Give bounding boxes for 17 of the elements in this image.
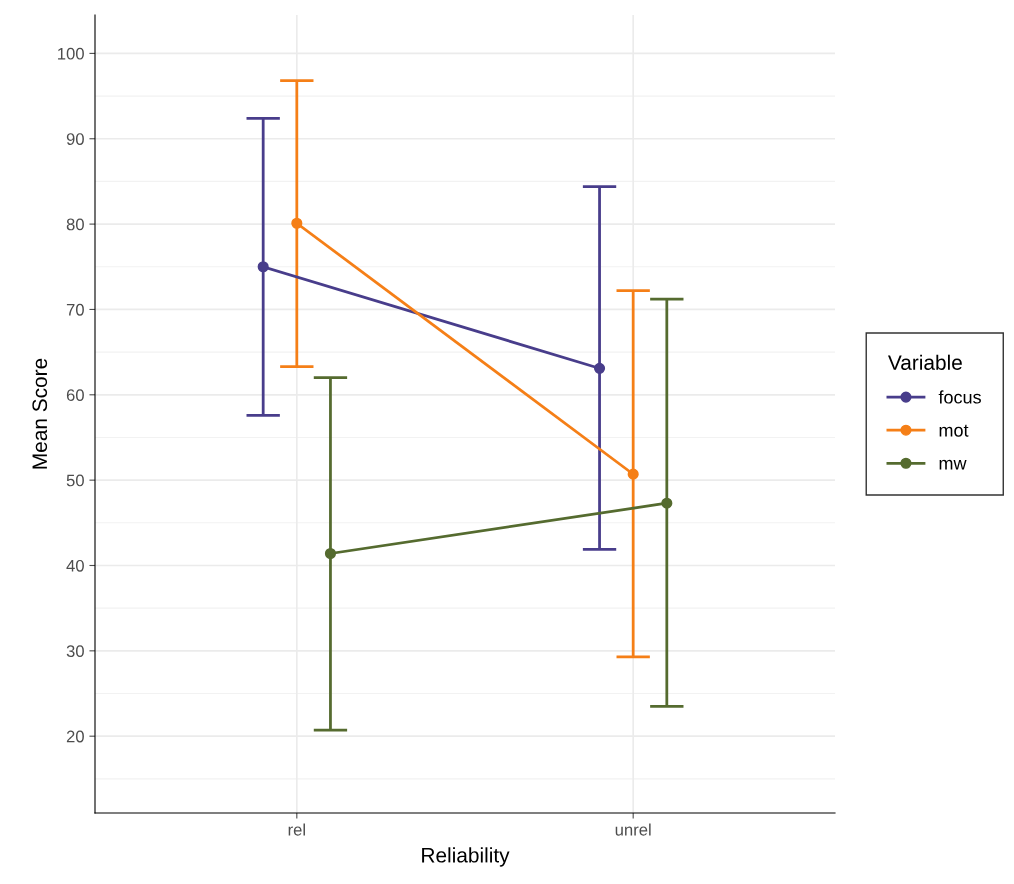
y-tick-label: 60 [66, 389, 84, 401]
legend-label: focus [938, 390, 981, 404]
x-axis-title: Reliability [422, 847, 510, 867]
y-tick-label: 80 [66, 218, 84, 231]
y-axis-title: Mean Score [32, 358, 48, 469]
legend-label: mot [939, 424, 969, 437]
y-tick-label: 40 [66, 559, 84, 572]
y-tick-label: 20 [66, 730, 84, 743]
legend-label: mw [939, 459, 967, 470]
x-tick-label: unrel [615, 823, 651, 836]
y-tick-label: 70 [66, 303, 84, 316]
y-tick-label: 100 [58, 47, 84, 60]
y-tick-label: 30 [66, 645, 84, 658]
legend-title: Variable [887, 354, 962, 370]
y-tick-label: 90 [66, 133, 84, 145]
x-tick-label: rel [288, 823, 305, 836]
y-tick-label: 50 [66, 474, 84, 487]
